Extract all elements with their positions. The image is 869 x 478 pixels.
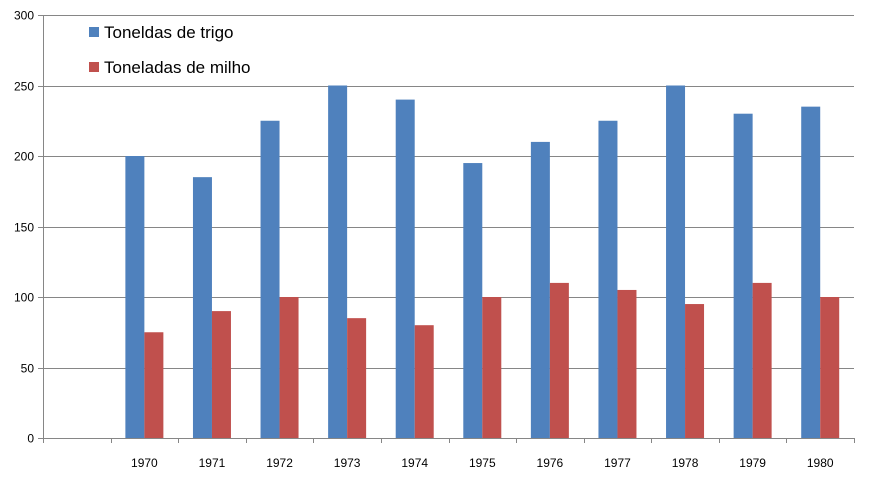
bar-trigo-1980 [801,106,821,439]
bar-milho-1971 [211,311,231,438]
x-tick-label-1976: 1976 [537,456,564,470]
axes [38,15,855,443]
legend-label-trigo: Toneldas de trigo [104,23,233,42]
bar-milho-1976 [549,282,569,438]
x-tick-label-1975: 1975 [469,456,496,470]
y-tick-label-150: 150 [14,221,34,235]
y-tick-label-250: 250 [14,80,34,94]
bar-trigo-1976 [530,141,550,438]
bars [125,85,840,439]
y-tick-labels: 0 50 100 150 200 250 300 [14,9,34,446]
y-tick-label-0: 0 [27,432,34,446]
legend-label-milho: Toneladas de milho [104,58,250,77]
gridlines [43,15,854,369]
bar-milho-1973 [347,318,367,438]
x-tick-label-1978: 1978 [672,456,699,470]
bar-milho-1979 [752,282,772,438]
y-tick-label-50: 50 [21,362,35,376]
bar-trigo-1970 [125,156,145,438]
bar-milho-1970 [144,332,164,438]
x-tick-label-1970: 1970 [131,456,158,470]
bar-milho-1978 [685,304,705,438]
y-tick-label-300: 300 [14,9,34,23]
x-tick-label-1980: 1980 [807,456,834,470]
bar-milho-1980 [820,297,840,438]
bar-trigo-1979 [733,113,753,438]
x-tick-label-1973: 1973 [334,456,361,470]
bar-milho-1972 [279,297,299,438]
legend: Toneldas de trigo Toneladas de milho [89,23,250,77]
y-tick-label-100: 100 [14,291,34,305]
bar-trigo-1977 [598,120,618,438]
x-tick-label-1971: 1971 [199,456,226,470]
x-tick-label-1974: 1974 [401,456,428,470]
bar-trigo-1975 [463,163,483,439]
bar-trigo-1972 [260,120,280,438]
bar-trigo-1973 [328,85,348,438]
y-tick-label-200: 200 [14,150,34,164]
bar-trigo-1978 [666,85,686,438]
x-tick-label-1979: 1979 [739,456,766,470]
bar-trigo-1971 [192,177,212,438]
bar-milho-1974 [414,325,434,438]
x-tick-label-1972: 1972 [266,456,293,470]
x-tick-labels: 1970 1971 1972 1973 1974 1975 1976 1977 1978 1979… [131,456,834,470]
x-tick-label-1977: 1977 [604,456,631,470]
bar-trigo-1974 [395,99,415,438]
legend-swatch-trigo [89,27,99,37]
bar-milho-1975 [482,297,502,438]
bar-milho-1977 [617,289,637,438]
legend-swatch-milho [89,62,99,72]
